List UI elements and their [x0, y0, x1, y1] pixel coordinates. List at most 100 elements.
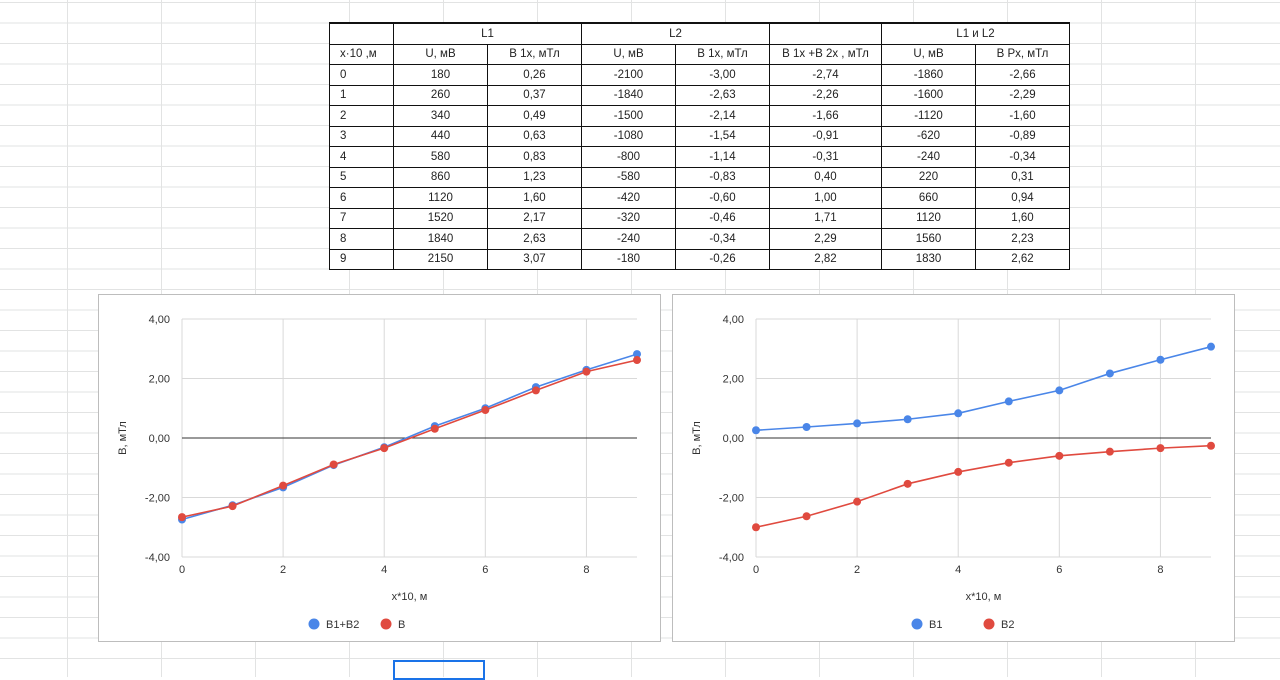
table-cell[interactable]: 4: [329, 146, 394, 168]
table-cell[interactable]: -620: [881, 125, 976, 147]
table-cell[interactable]: -1840: [581, 84, 676, 106]
table-cell[interactable]: -0,60: [675, 187, 770, 209]
table-cell[interactable]: 1,71: [769, 207, 882, 229]
table-cell[interactable]: 0,83: [487, 146, 582, 168]
table-cell[interactable]: -1080: [581, 125, 676, 147]
table-cell[interactable]: -2,63: [675, 84, 770, 106]
chart-b-sum-vs-b[interactable]: 0 2 4 6 8 -4,00 -2,00 0,00 2,00 4,00 x*10, м B, мТл…: [98, 294, 661, 642]
table-cell[interactable]: -320: [581, 207, 676, 229]
table-cell[interactable]: 2: [329, 105, 394, 127]
col-header-u1[interactable]: U, мВ: [393, 43, 488, 65]
col-header-x[interactable]: x·10 ,м: [329, 43, 394, 65]
table-cell[interactable]: -1,54: [675, 125, 770, 147]
table-cell[interactable]: -580: [581, 166, 676, 188]
table-cell[interactable]: -2100: [581, 64, 676, 86]
table-cell[interactable]: 1120: [881, 207, 976, 229]
group-header-l2[interactable]: L2: [581, 22, 770, 45]
table-cell[interactable]: 2,29: [769, 228, 882, 250]
table-cell[interactable]: 1,00: [769, 187, 882, 209]
table-cell[interactable]: -2,29: [975, 84, 1070, 106]
table-cell[interactable]: 2,23: [975, 228, 1070, 250]
table-cell[interactable]: 2,62: [975, 248, 1070, 270]
x-tick-label: 6: [1056, 564, 1062, 576]
table-cell[interactable]: 260: [393, 84, 488, 106]
table-cell[interactable]: -0,34: [975, 146, 1070, 168]
group-header-l1[interactable]: L1: [393, 22, 582, 45]
table-cell[interactable]: -420: [581, 187, 676, 209]
table-cell[interactable]: 580: [393, 146, 488, 168]
table-cell[interactable]: -1,14: [675, 146, 770, 168]
table-cell[interactable]: 860: [393, 166, 488, 188]
table-cell[interactable]: 0,40: [769, 166, 882, 188]
table-cell[interactable]: 0,26: [487, 64, 582, 86]
table-cell[interactable]: -240: [581, 228, 676, 250]
table-cell[interactable]: -0,26: [675, 248, 770, 270]
chart-b1-b2[interactable]: 0 2 4 6 8 -4,00 -2,00 0,00 2,00 4,00 x*10, м B, мТл…: [672, 294, 1235, 642]
table-cell[interactable]: -800: [581, 146, 676, 168]
table-cell[interactable]: 0,49: [487, 105, 582, 127]
table-cell[interactable]: -2,66: [975, 64, 1070, 86]
table-cell[interactable]: 3,07: [487, 248, 582, 270]
table-cell[interactable]: 180: [393, 64, 488, 86]
table-cell[interactable]: 0,31: [975, 166, 1070, 188]
table-cell[interactable]: -1600: [881, 84, 976, 106]
series-line: [755, 444, 1212, 529]
table-cell[interactable]: 9: [329, 248, 394, 270]
table-cell[interactable]: -2,74: [769, 64, 882, 86]
table-cell[interactable]: -2,26: [769, 84, 882, 106]
table-cell[interactable]: 220: [881, 166, 976, 188]
table-cell[interactable]: 1,23: [487, 166, 582, 188]
table-cell[interactable]: 7: [329, 207, 394, 229]
table-cell[interactable]: 440: [393, 125, 488, 147]
col-header-b2[interactable]: B 1x, мТл: [675, 43, 770, 65]
table-cell[interactable]: 5: [329, 166, 394, 188]
table-cell[interactable]: 2,82: [769, 248, 882, 270]
table-cell[interactable]: -3,00: [675, 64, 770, 86]
table-cell[interactable]: 1520: [393, 207, 488, 229]
selected-cell[interactable]: [393, 660, 485, 680]
table-cell[interactable]: 1: [329, 84, 394, 106]
table-cell[interactable]: 1,60: [975, 207, 1070, 229]
y-tick-label: 2,00: [723, 374, 744, 386]
group-header-l1-l2[interactable]: L1 и L2: [881, 22, 1070, 45]
table-cell[interactable]: -0,34: [675, 228, 770, 250]
table-cell[interactable]: 1560: [881, 228, 976, 250]
table-cell[interactable]: 2,63: [487, 228, 582, 250]
col-header-b1[interactable]: B 1x, мТл: [487, 43, 582, 65]
table-cell[interactable]: -1860: [881, 64, 976, 86]
data-point: [329, 460, 338, 469]
table-cell[interactable]: -2,14: [675, 105, 770, 127]
table-cell[interactable]: 1840: [393, 228, 488, 250]
table-cell[interactable]: 1120: [393, 187, 488, 209]
table-cell[interactable]: 1,60: [487, 187, 582, 209]
table-cell[interactable]: 0: [329, 64, 394, 86]
table-cell[interactable]: 0,37: [487, 84, 582, 106]
table-cell[interactable]: -0,83: [675, 166, 770, 188]
table-cell[interactable]: 0,63: [487, 125, 582, 147]
table-row: 0 180 0,26 -2100 -3,00 -2,74 -1860 -2,66: [329, 64, 1070, 86]
table-cell[interactable]: 660: [881, 187, 976, 209]
table-cell[interactable]: -1500: [581, 105, 676, 127]
table-row: 7 1520 2,17 -320 -0,46 1,71 1120 1,60: [329, 207, 1070, 229]
table-cell[interactable]: -0,89: [975, 125, 1070, 147]
table-cell[interactable]: -0,31: [769, 146, 882, 168]
col-header-u2[interactable]: U, мВ: [581, 43, 676, 65]
table-cell[interactable]: 3: [329, 125, 394, 147]
table-cell[interactable]: 1830: [881, 248, 976, 270]
table-cell[interactable]: -1,66: [769, 105, 882, 127]
table-cell[interactable]: -1,60: [975, 105, 1070, 127]
col-header-bsum[interactable]: B 1x +B 2x , мТл: [769, 43, 882, 65]
col-header-bp[interactable]: B Px, мТл: [975, 43, 1070, 65]
table-cell[interactable]: 0,94: [975, 187, 1070, 209]
table-cell[interactable]: 8: [329, 228, 394, 250]
table-cell[interactable]: -180: [581, 248, 676, 270]
col-header-u12[interactable]: U, мВ: [881, 43, 976, 65]
table-cell[interactable]: -0,91: [769, 125, 882, 147]
table-cell[interactable]: 340: [393, 105, 488, 127]
table-cell[interactable]: -0,46: [675, 207, 770, 229]
table-cell[interactable]: 2150: [393, 248, 488, 270]
table-cell[interactable]: 2,17: [487, 207, 582, 229]
table-cell[interactable]: -240: [881, 146, 976, 168]
table-cell[interactable]: -1120: [881, 105, 976, 127]
table-cell[interactable]: 6: [329, 187, 394, 209]
